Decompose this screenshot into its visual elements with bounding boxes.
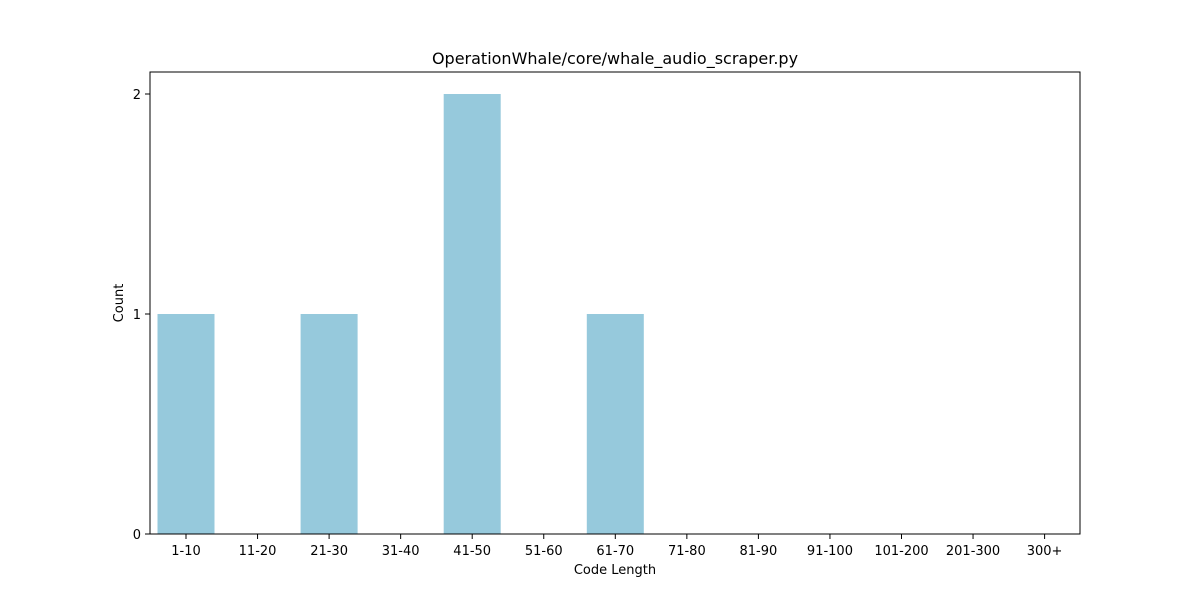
- x-tick-label: 300+: [1027, 544, 1063, 559]
- bar-21-30: [300, 314, 358, 534]
- x-tick-label: 1-10: [171, 544, 201, 559]
- x-tick-label: 91-100: [807, 544, 853, 559]
- x-tick-label: 71-80: [668, 544, 706, 559]
- bar-41-50: [443, 94, 501, 534]
- x-tick-label: 11-20: [239, 544, 277, 559]
- x-axis-ticks: 1-10 11-20 21-30 31-40 41-50 51-60 61-70 71-80 8…: [171, 534, 1062, 559]
- x-tick-label: 51-60: [525, 544, 563, 559]
- y-tick-label: 2: [133, 88, 141, 103]
- x-tick-label: 101-200: [874, 544, 928, 559]
- x-tick-label: 41-50: [453, 544, 491, 559]
- x-axis-label: Code Length: [574, 563, 656, 578]
- x-tick-label: 201-300: [946, 544, 1000, 559]
- x-tick-label: 81-90: [740, 544, 778, 559]
- x-tick-label: 61-70: [596, 544, 634, 559]
- bar-1-10: [157, 314, 215, 534]
- y-tick-label: 0: [133, 528, 141, 543]
- x-tick-label: 31-40: [382, 544, 420, 559]
- y-axis-label: Count: [112, 284, 127, 323]
- y-axis-ticks: 0 1 2: [133, 88, 150, 543]
- y-tick-label: 1: [133, 308, 141, 323]
- bar-61-70: [586, 314, 644, 534]
- bars-group: [157, 94, 644, 534]
- x-tick-label: 21-30: [310, 544, 348, 559]
- chart-title: OperationWhale/core/whale_audio_scraper.…: [432, 49, 798, 69]
